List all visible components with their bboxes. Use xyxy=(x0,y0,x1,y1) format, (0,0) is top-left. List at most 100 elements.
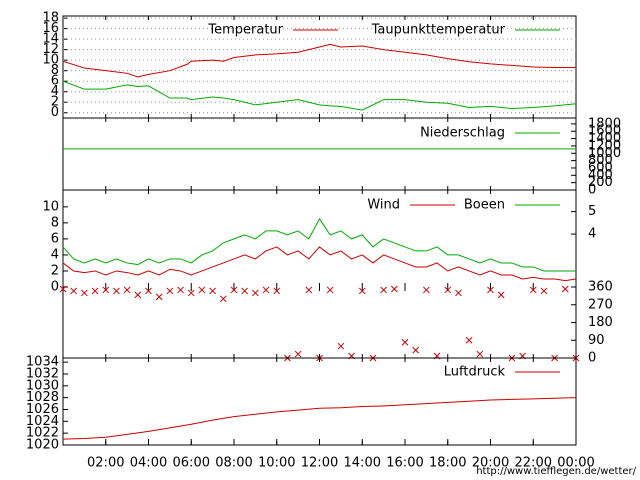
direction-marker xyxy=(262,286,270,294)
y2-tick-label: 0 xyxy=(588,351,596,366)
direction-marker xyxy=(102,286,110,294)
direction-marker xyxy=(145,287,152,295)
direction-marker xyxy=(305,286,313,294)
y2-tick-label: 600 xyxy=(588,160,613,175)
direction-marker xyxy=(444,286,452,294)
direction-marker xyxy=(209,287,216,295)
y-tick-label: 1022 xyxy=(26,426,59,441)
legend-label: Boeen xyxy=(464,198,505,213)
direction-marker xyxy=(241,287,249,295)
y-tick-label: 2 xyxy=(51,263,59,278)
y-tick-label: 1020 xyxy=(26,438,59,453)
y-tick-label: 1026 xyxy=(26,402,59,417)
direction-marker xyxy=(423,286,430,294)
direction-marker xyxy=(337,342,345,350)
x-tick-label: 00:00 xyxy=(557,456,594,471)
direction-marker xyxy=(358,287,366,295)
y-tick-label: 2 xyxy=(51,95,59,110)
y2-tick-label: 800 xyxy=(588,153,613,168)
direction-marker xyxy=(497,291,505,299)
y2-tick-label: 400 xyxy=(588,168,613,183)
direction-marker xyxy=(252,289,259,297)
legend-label: Niederschlag xyxy=(420,126,505,141)
direction-marker xyxy=(401,338,409,346)
y2-tick-label: 1000 xyxy=(588,146,621,161)
direction-marker xyxy=(187,289,195,297)
y-tick-label: 12 xyxy=(42,42,59,57)
legend-label: Wind xyxy=(367,198,400,213)
y-tick-label: 1032 xyxy=(26,366,59,381)
direction-marker xyxy=(166,287,174,295)
y2-tick-label: 180 xyxy=(588,315,613,330)
y-tick-label: 14 xyxy=(42,32,59,47)
direction-marker xyxy=(177,286,184,294)
x-tick-label: 16:00 xyxy=(386,456,423,471)
x-tick-label: 14:00 xyxy=(344,456,381,471)
y-tick-label: 18 xyxy=(42,11,59,26)
x-tick-label: 10:00 xyxy=(258,456,295,471)
direction-marker xyxy=(155,293,163,301)
legend-label: Temperatur xyxy=(207,23,283,38)
y-tick-label: 16 xyxy=(42,21,59,36)
series-line xyxy=(62,246,577,282)
y2-tick-label: 5 xyxy=(588,204,596,219)
x-tick-label: 08:00 xyxy=(215,456,252,471)
direction-marker xyxy=(326,286,334,294)
y-tick-label: 8 xyxy=(51,215,59,230)
x-tick-label: 06:00 xyxy=(173,456,210,471)
x-tick-label: 18:00 xyxy=(429,456,466,471)
direction-marker xyxy=(390,285,398,293)
y2-tick-label: 90 xyxy=(588,333,605,348)
direction-marker xyxy=(455,289,462,297)
direction-marker xyxy=(294,350,302,358)
direction-marker xyxy=(529,286,537,294)
y2-tick-label: 360 xyxy=(588,280,613,295)
x-tick-label: 22:00 xyxy=(515,456,552,471)
direction-marker xyxy=(540,287,548,295)
y-tick-label: 0 xyxy=(51,105,59,120)
x-tick-label: 12:00 xyxy=(301,456,338,471)
series-line xyxy=(62,217,576,272)
y-tick-label: 1028 xyxy=(26,390,59,405)
direction-marker xyxy=(91,287,99,295)
y-tick-label: 4 xyxy=(51,84,59,99)
direction-marker xyxy=(134,291,142,299)
series-line xyxy=(62,43,576,78)
direction-marker xyxy=(198,286,206,294)
direction-marker xyxy=(59,285,67,293)
direction-marker xyxy=(380,286,387,294)
y-tick-label: 1030 xyxy=(26,378,59,393)
y2-tick-label: 1200 xyxy=(588,138,621,153)
direction-marker xyxy=(123,286,131,294)
x-tick-label: 20:00 xyxy=(472,456,509,471)
y-tick-label: 6 xyxy=(51,74,59,89)
x-tick-label: 04:00 xyxy=(130,456,167,471)
series-line xyxy=(62,80,577,111)
y-tick-label: 1034 xyxy=(26,355,59,370)
direction-marker xyxy=(465,336,473,344)
direction-marker xyxy=(273,287,281,295)
y2-tick-label: 270 xyxy=(588,297,613,312)
y-tick-label: 0 xyxy=(51,280,59,295)
footer-url: http://www.tiefflegen.de/wetter/ xyxy=(476,466,636,477)
legend-label: Taupunkttemperatur xyxy=(371,23,506,38)
y-tick-label: 1024 xyxy=(26,414,59,429)
series-line xyxy=(62,397,577,440)
y-tick-label: 10 xyxy=(42,53,59,68)
y2-tick-label: 1800 xyxy=(588,116,621,131)
y2-tick-label: 1400 xyxy=(588,131,621,146)
y2-tick-label: 200 xyxy=(588,175,613,190)
y-tick-label: 8 xyxy=(51,63,59,78)
y2-tick-label: 0 xyxy=(588,183,596,198)
direction-marker xyxy=(412,346,420,354)
y-tick-label: 4 xyxy=(51,247,59,262)
legend-label: Luftdruck xyxy=(444,365,506,380)
y2-tick-label: 4 xyxy=(588,227,596,242)
y-tick-label: 10 xyxy=(42,199,59,214)
direction-marker xyxy=(230,286,238,294)
x-tick-label: 02:00 xyxy=(87,456,124,471)
direction-marker xyxy=(487,286,494,294)
direction-marker xyxy=(70,287,78,295)
direction-marker xyxy=(476,350,484,358)
direction-marker xyxy=(561,285,569,293)
